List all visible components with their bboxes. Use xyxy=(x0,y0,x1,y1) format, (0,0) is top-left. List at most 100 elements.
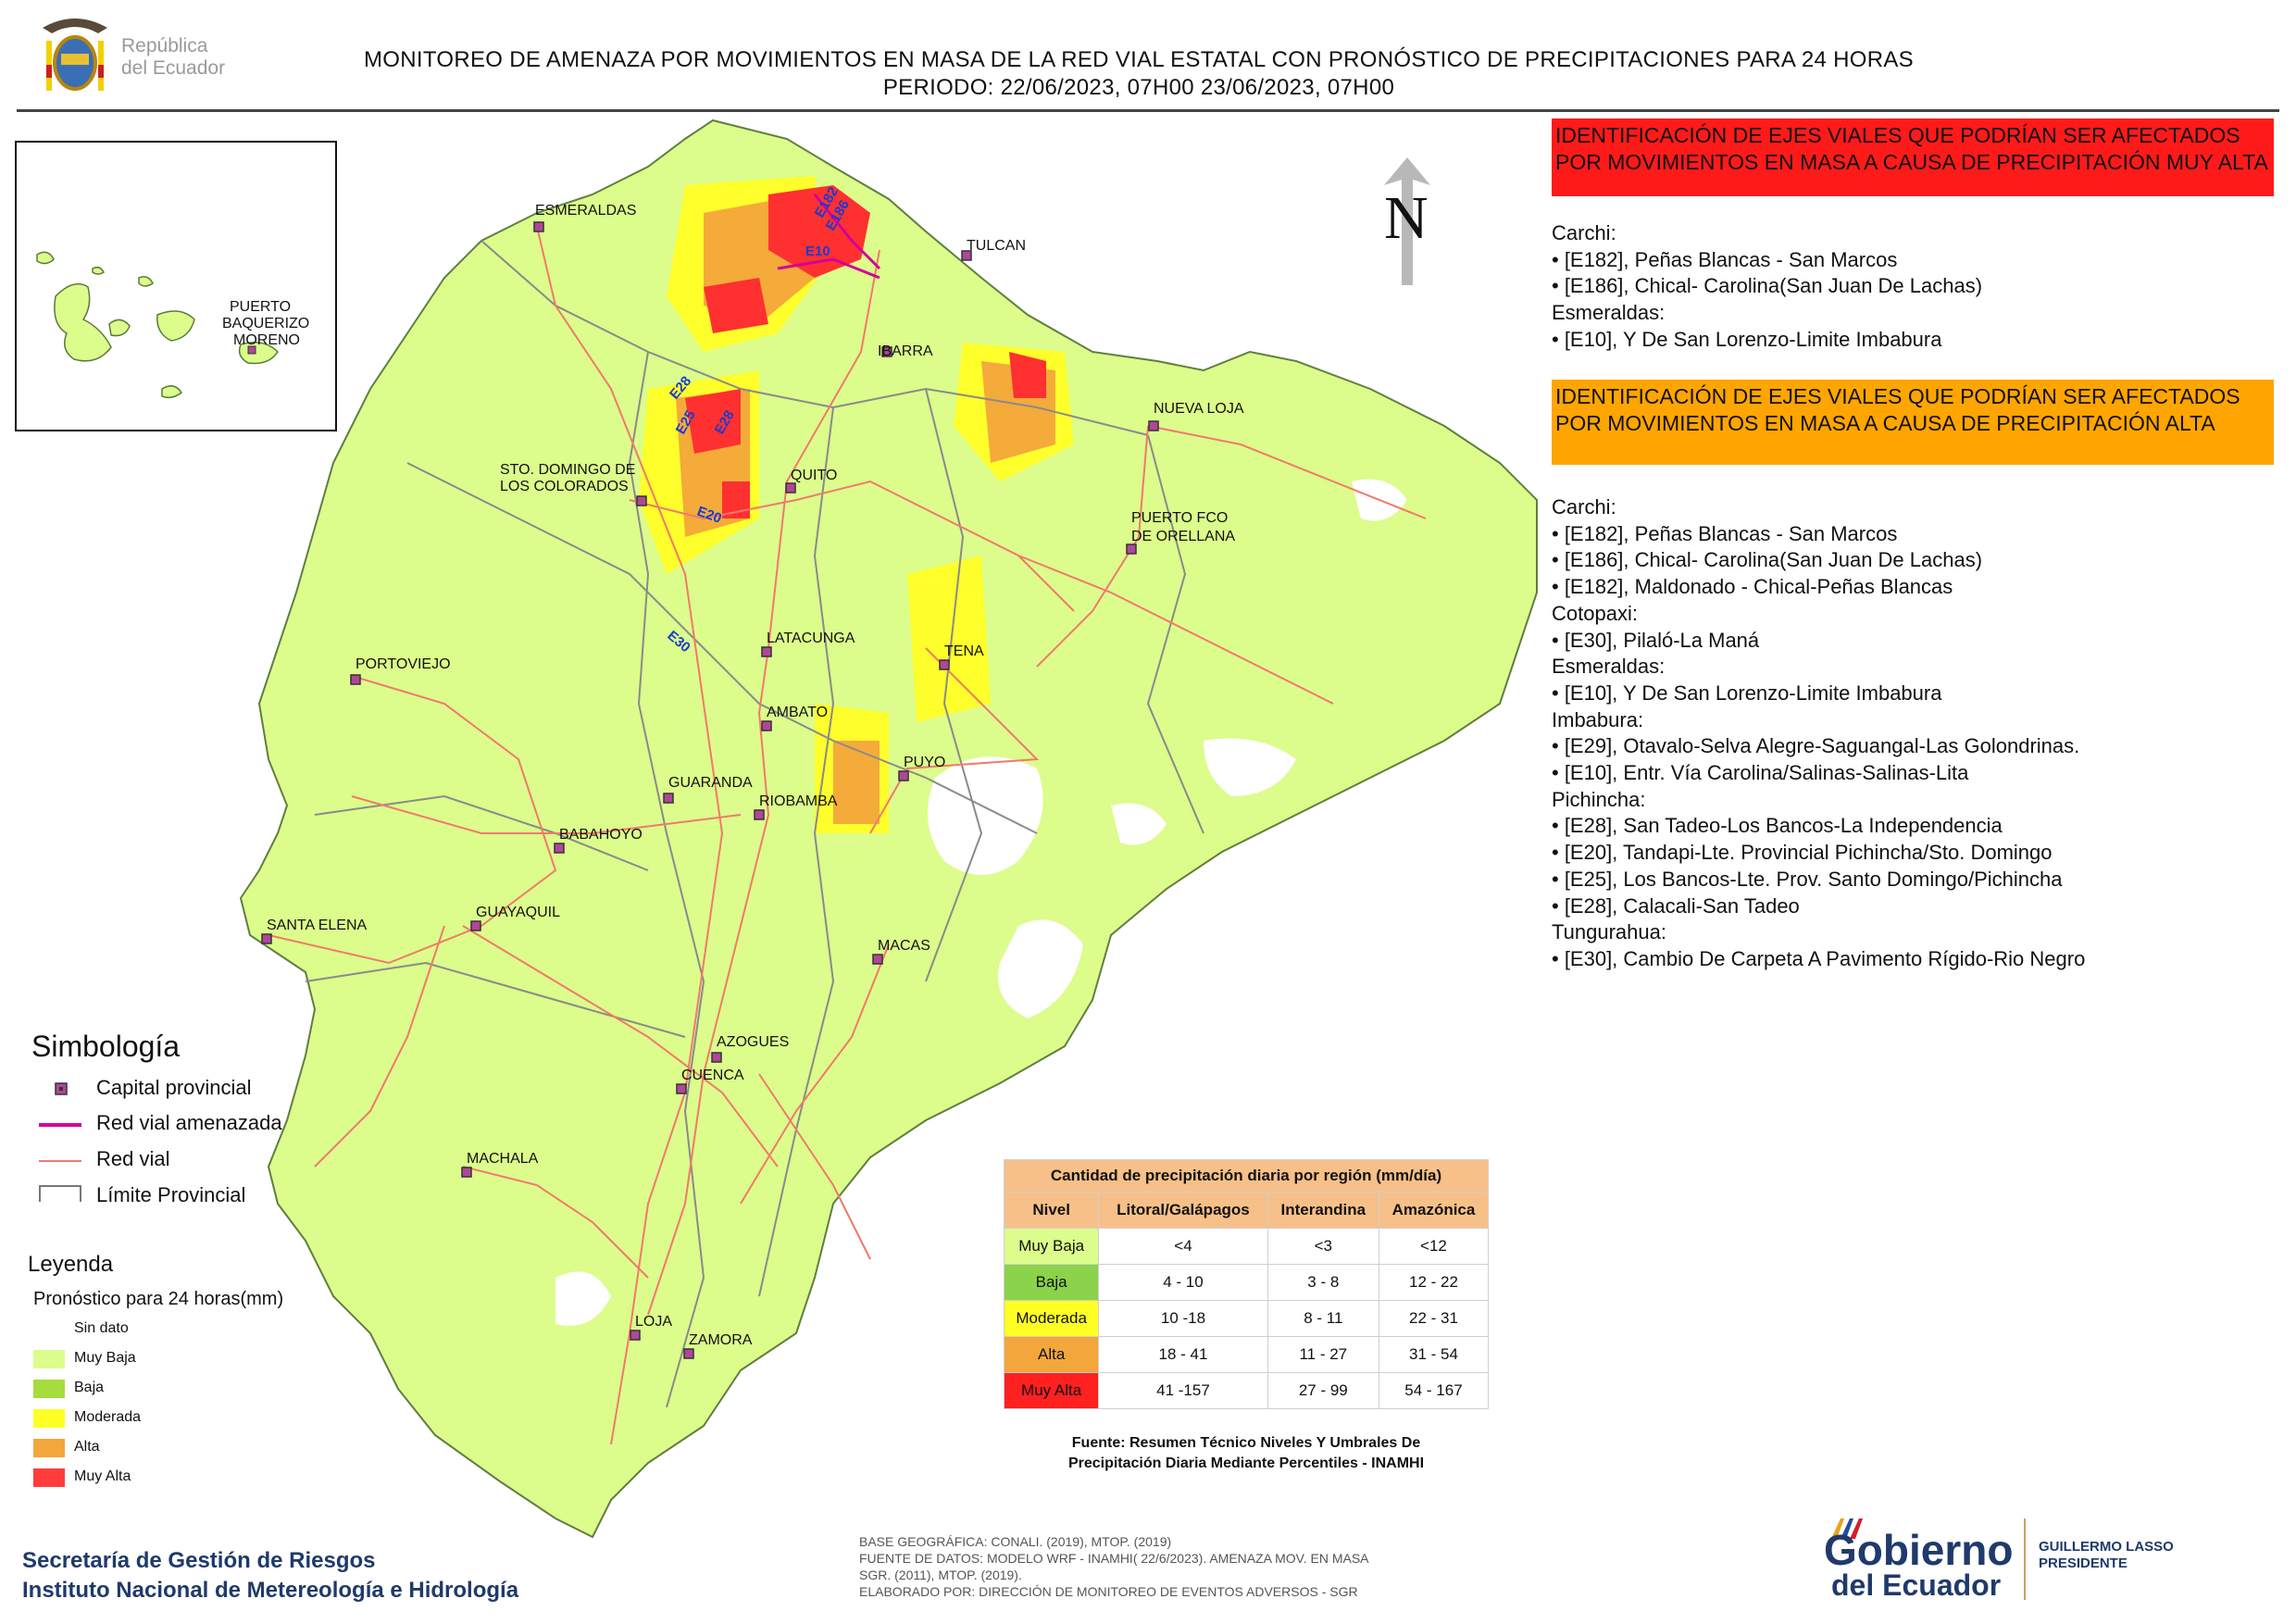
table-cell-litoral: <4 xyxy=(1098,1228,1268,1265)
org-sgr: Secretaría de Gestión de Riesgos xyxy=(22,1548,376,1573)
gob-logo-line-1: Gobierno xyxy=(1824,1526,2014,1574)
president-title: PRESIDENTE xyxy=(2039,1555,2128,1571)
city-label: AZOGUES xyxy=(717,1034,789,1050)
leyenda-subtitle: Pronóstico para 24 horas(mm) xyxy=(33,1289,284,1309)
very-high-alert-list: Carchi: • [E182], Peñas Blancas - San Ma… xyxy=(1552,220,2274,354)
road-label: E10 xyxy=(805,244,830,259)
legend-label: Límite Provincial xyxy=(96,1183,246,1206)
leyenda-swatch xyxy=(33,1439,65,1457)
city-label: LOS COLORADOS xyxy=(500,479,629,494)
capital-marker-icon xyxy=(961,250,972,261)
capital-marker-icon xyxy=(683,1348,694,1359)
footer-credits: BASE GEOGRÁFICA: CONALI. (2019), MTOP. (… xyxy=(859,1533,1369,1600)
table-header: Amazónica xyxy=(1378,1192,1490,1229)
high-alert-list: Carchi: • [E182], Peñas Blancas - San Ma… xyxy=(1552,494,2274,973)
city-label: STO. DOMINGO DE xyxy=(500,462,635,478)
capital-marker-icon xyxy=(630,1330,641,1341)
list-item: Imbabura: xyxy=(1552,707,1644,731)
city-label: BABAHOYO xyxy=(559,827,643,843)
city-label: QUITO xyxy=(791,468,837,483)
north-letter: N xyxy=(1384,184,1429,252)
capital-marker-icon xyxy=(872,954,883,965)
capital-marker-icon xyxy=(939,659,950,670)
list-item: • [E186], Chical- Carolina(San Juan De L… xyxy=(1552,548,1983,572)
capital-marker-icon xyxy=(1126,543,1137,555)
table-cell-amazonica: 12 - 22 xyxy=(1378,1264,1490,1301)
table-cell-interandina: 8 - 11 xyxy=(1267,1300,1379,1337)
table-source-line-1: Fuente: Resumen Técnico Niveles Y Umbral… xyxy=(1071,1435,1421,1451)
table-row: Baja 4 - 10 3 - 8 12 - 22 xyxy=(1003,1264,1490,1301)
leyenda-label: Alta xyxy=(74,1439,100,1455)
leyenda-label: Muy Alta xyxy=(74,1468,131,1484)
table-row: Muy Alta 41 -157 27 - 99 54 - 167 xyxy=(1003,1372,1490,1409)
city-label: PORTOVIEJO xyxy=(356,656,451,672)
table-cell-interandina: 27 - 99 xyxy=(1267,1372,1379,1409)
list-item: • [E30], Cambio De Carpeta A Pavimento R… xyxy=(1552,946,2086,970)
simbologia-title: Simbología xyxy=(31,1030,181,1063)
list-item: • [E10], Y De San Lorenzo-Limite Imbabur… xyxy=(1552,327,1942,351)
leyenda-label: Moderada xyxy=(74,1409,142,1425)
city-label: NUEVA LOJA xyxy=(1154,401,1244,417)
precipitation-table: Cantidad de precipitación diaria por reg… xyxy=(1003,1159,1490,1409)
table-source: Fuente: Resumen Técnico Niveles Y Umbral… xyxy=(1004,1433,1489,1474)
table-cell-litoral: 10 -18 xyxy=(1098,1300,1268,1337)
header-divider xyxy=(17,109,2279,112)
credit-line: FUENTE DE DATOS: MODELO WRF - INAMHI( 22… xyxy=(859,1551,1369,1566)
title-period: PERIODO: 22/06/2023, 07H00 23/06/2023, 0… xyxy=(882,75,1395,100)
leyenda-swatch xyxy=(33,1409,65,1428)
logo-text-republica: República xyxy=(121,35,208,56)
footer-organizations: Secretaría de Gestión de Riesgos Institu… xyxy=(22,1546,518,1605)
table-cell-amazonica: <12 xyxy=(1378,1228,1490,1265)
city-label: CUENCA xyxy=(681,1068,744,1083)
capital-marker-icon xyxy=(461,1167,472,1178)
coat-of-arms-icon xyxy=(43,19,107,91)
table-row: Muy Baja <4 <3 <12 xyxy=(1003,1228,1490,1265)
list-item: Carchi: xyxy=(1552,221,1616,244)
leyenda-swatch xyxy=(33,1380,65,1398)
title-line-1: MONITOREO DE AMENAZA POR MOVIMIENTOS EN … xyxy=(364,47,1914,72)
logo-text-ecuador: del Ecuador xyxy=(121,57,226,79)
city-label: IBARRA xyxy=(878,344,933,359)
capital-marker-icon xyxy=(533,221,544,232)
capital-marker-icon xyxy=(676,1083,687,1094)
table-cell-interandina: 11 - 27 xyxy=(1267,1336,1379,1373)
city-label: GUAYAQUIL xyxy=(476,905,560,920)
credit-line: SGR. (2011), MTOP. (2019). xyxy=(859,1568,1022,1582)
table-cell-litoral: 18 - 41 xyxy=(1098,1336,1268,1373)
no-data-areas xyxy=(555,479,1407,1326)
capital-marker-icon xyxy=(470,920,481,931)
gob-logo-line-2: del Ecuador xyxy=(1831,1568,2002,1602)
list-item: Esmeraldas: xyxy=(1552,301,1666,325)
leyenda-swatch xyxy=(33,1320,65,1339)
leyenda-swatch xyxy=(33,1350,65,1368)
city-label: LATACUNGA xyxy=(767,631,855,646)
table-cell-litoral: 4 - 10 xyxy=(1098,1264,1268,1301)
road-line-icon xyxy=(39,1160,81,1162)
table-cell-amazonica: 54 - 167 xyxy=(1378,1372,1490,1409)
leyenda-label: Muy Baja xyxy=(74,1350,136,1366)
city-label: RIOBAMBA xyxy=(759,793,838,809)
leyenda-swatch xyxy=(33,1468,65,1487)
capital-marker-icon xyxy=(636,495,647,506)
table-row: Moderada 10 -18 8 - 11 22 - 31 xyxy=(1003,1300,1490,1337)
leyenda-label: Sin dato xyxy=(74,1320,129,1336)
north-arrow-icon xyxy=(1384,157,1430,285)
capital-markers: ESMERALDAS TULCAN IBARRA NUEVA LOJA STO. DOM… xyxy=(261,203,1244,1359)
gob-logo-mark-icon xyxy=(1831,1518,1863,1539)
capital-marker-icon xyxy=(350,674,361,685)
threatened-road-line-icon xyxy=(39,1123,81,1127)
table-cell-nivel: Moderada xyxy=(1003,1300,1100,1337)
list-item: • [E182], Peñas Blancas - San Marcos xyxy=(1552,521,1898,545)
list-item: Cotopaxi: xyxy=(1552,601,1638,625)
capital-marker-icon xyxy=(55,1082,68,1095)
list-item: • [E30], Pilaló-La Maná xyxy=(1552,628,1760,652)
legend-label: Capital provincial xyxy=(96,1076,252,1099)
list-item: Pichincha: xyxy=(1552,787,1646,811)
city-label: TULCAN xyxy=(967,238,1026,254)
capital-marker-icon xyxy=(761,720,772,731)
gob-logo-divider xyxy=(2024,1518,2026,1600)
list-item: • [E28], San Tadeo-Los Bancos-La Indepen… xyxy=(1552,814,2003,838)
table-source-line-2: Precipitación Diaria Mediante Percentile… xyxy=(1067,1455,1425,1471)
threatened-roads xyxy=(777,194,881,280)
city-label: ESMERALDAS xyxy=(535,203,636,219)
